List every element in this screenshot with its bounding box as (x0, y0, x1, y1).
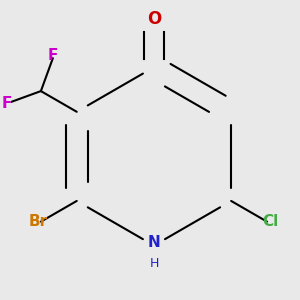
Text: Br: Br (28, 214, 47, 229)
Text: F: F (1, 96, 12, 111)
Text: N: N (148, 235, 160, 250)
Text: H: H (149, 256, 159, 269)
Text: Cl: Cl (262, 214, 278, 229)
Text: F: F (48, 47, 58, 62)
Text: O: O (147, 11, 161, 28)
